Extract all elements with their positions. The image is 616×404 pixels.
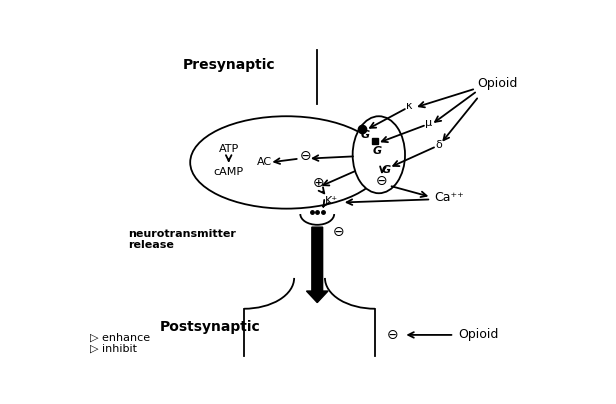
Text: ⊕: ⊕ [313, 176, 325, 190]
Text: K⁺: K⁺ [325, 196, 338, 206]
Text: AC: AC [257, 158, 272, 167]
Text: Opioid: Opioid [458, 328, 498, 341]
FancyArrow shape [307, 227, 328, 303]
Text: ▷ enhance: ▷ enhance [90, 332, 150, 342]
Text: G: G [382, 165, 391, 175]
Text: δ: δ [436, 140, 442, 150]
Text: ATP: ATP [219, 143, 239, 154]
Text: ⊖: ⊖ [387, 328, 399, 342]
Text: Opioid: Opioid [477, 77, 518, 90]
Text: Ca⁺⁺: Ca⁺⁺ [434, 191, 464, 204]
Text: Postsynaptic: Postsynaptic [160, 320, 260, 334]
Text: μ: μ [425, 118, 432, 128]
Text: κ: κ [407, 101, 413, 111]
Text: cAMP: cAMP [214, 167, 244, 177]
Text: G: G [360, 130, 370, 140]
Text: ⊖: ⊖ [375, 174, 387, 188]
Text: ▷ inhibit: ▷ inhibit [90, 344, 137, 354]
Text: neurotransmitter
release: neurotransmitter release [129, 229, 237, 250]
Text: G: G [373, 146, 382, 156]
Text: Presynaptic: Presynaptic [182, 58, 275, 72]
Ellipse shape [353, 116, 405, 193]
Text: ⊖: ⊖ [300, 149, 312, 163]
Text: ⊖: ⊖ [333, 225, 344, 239]
